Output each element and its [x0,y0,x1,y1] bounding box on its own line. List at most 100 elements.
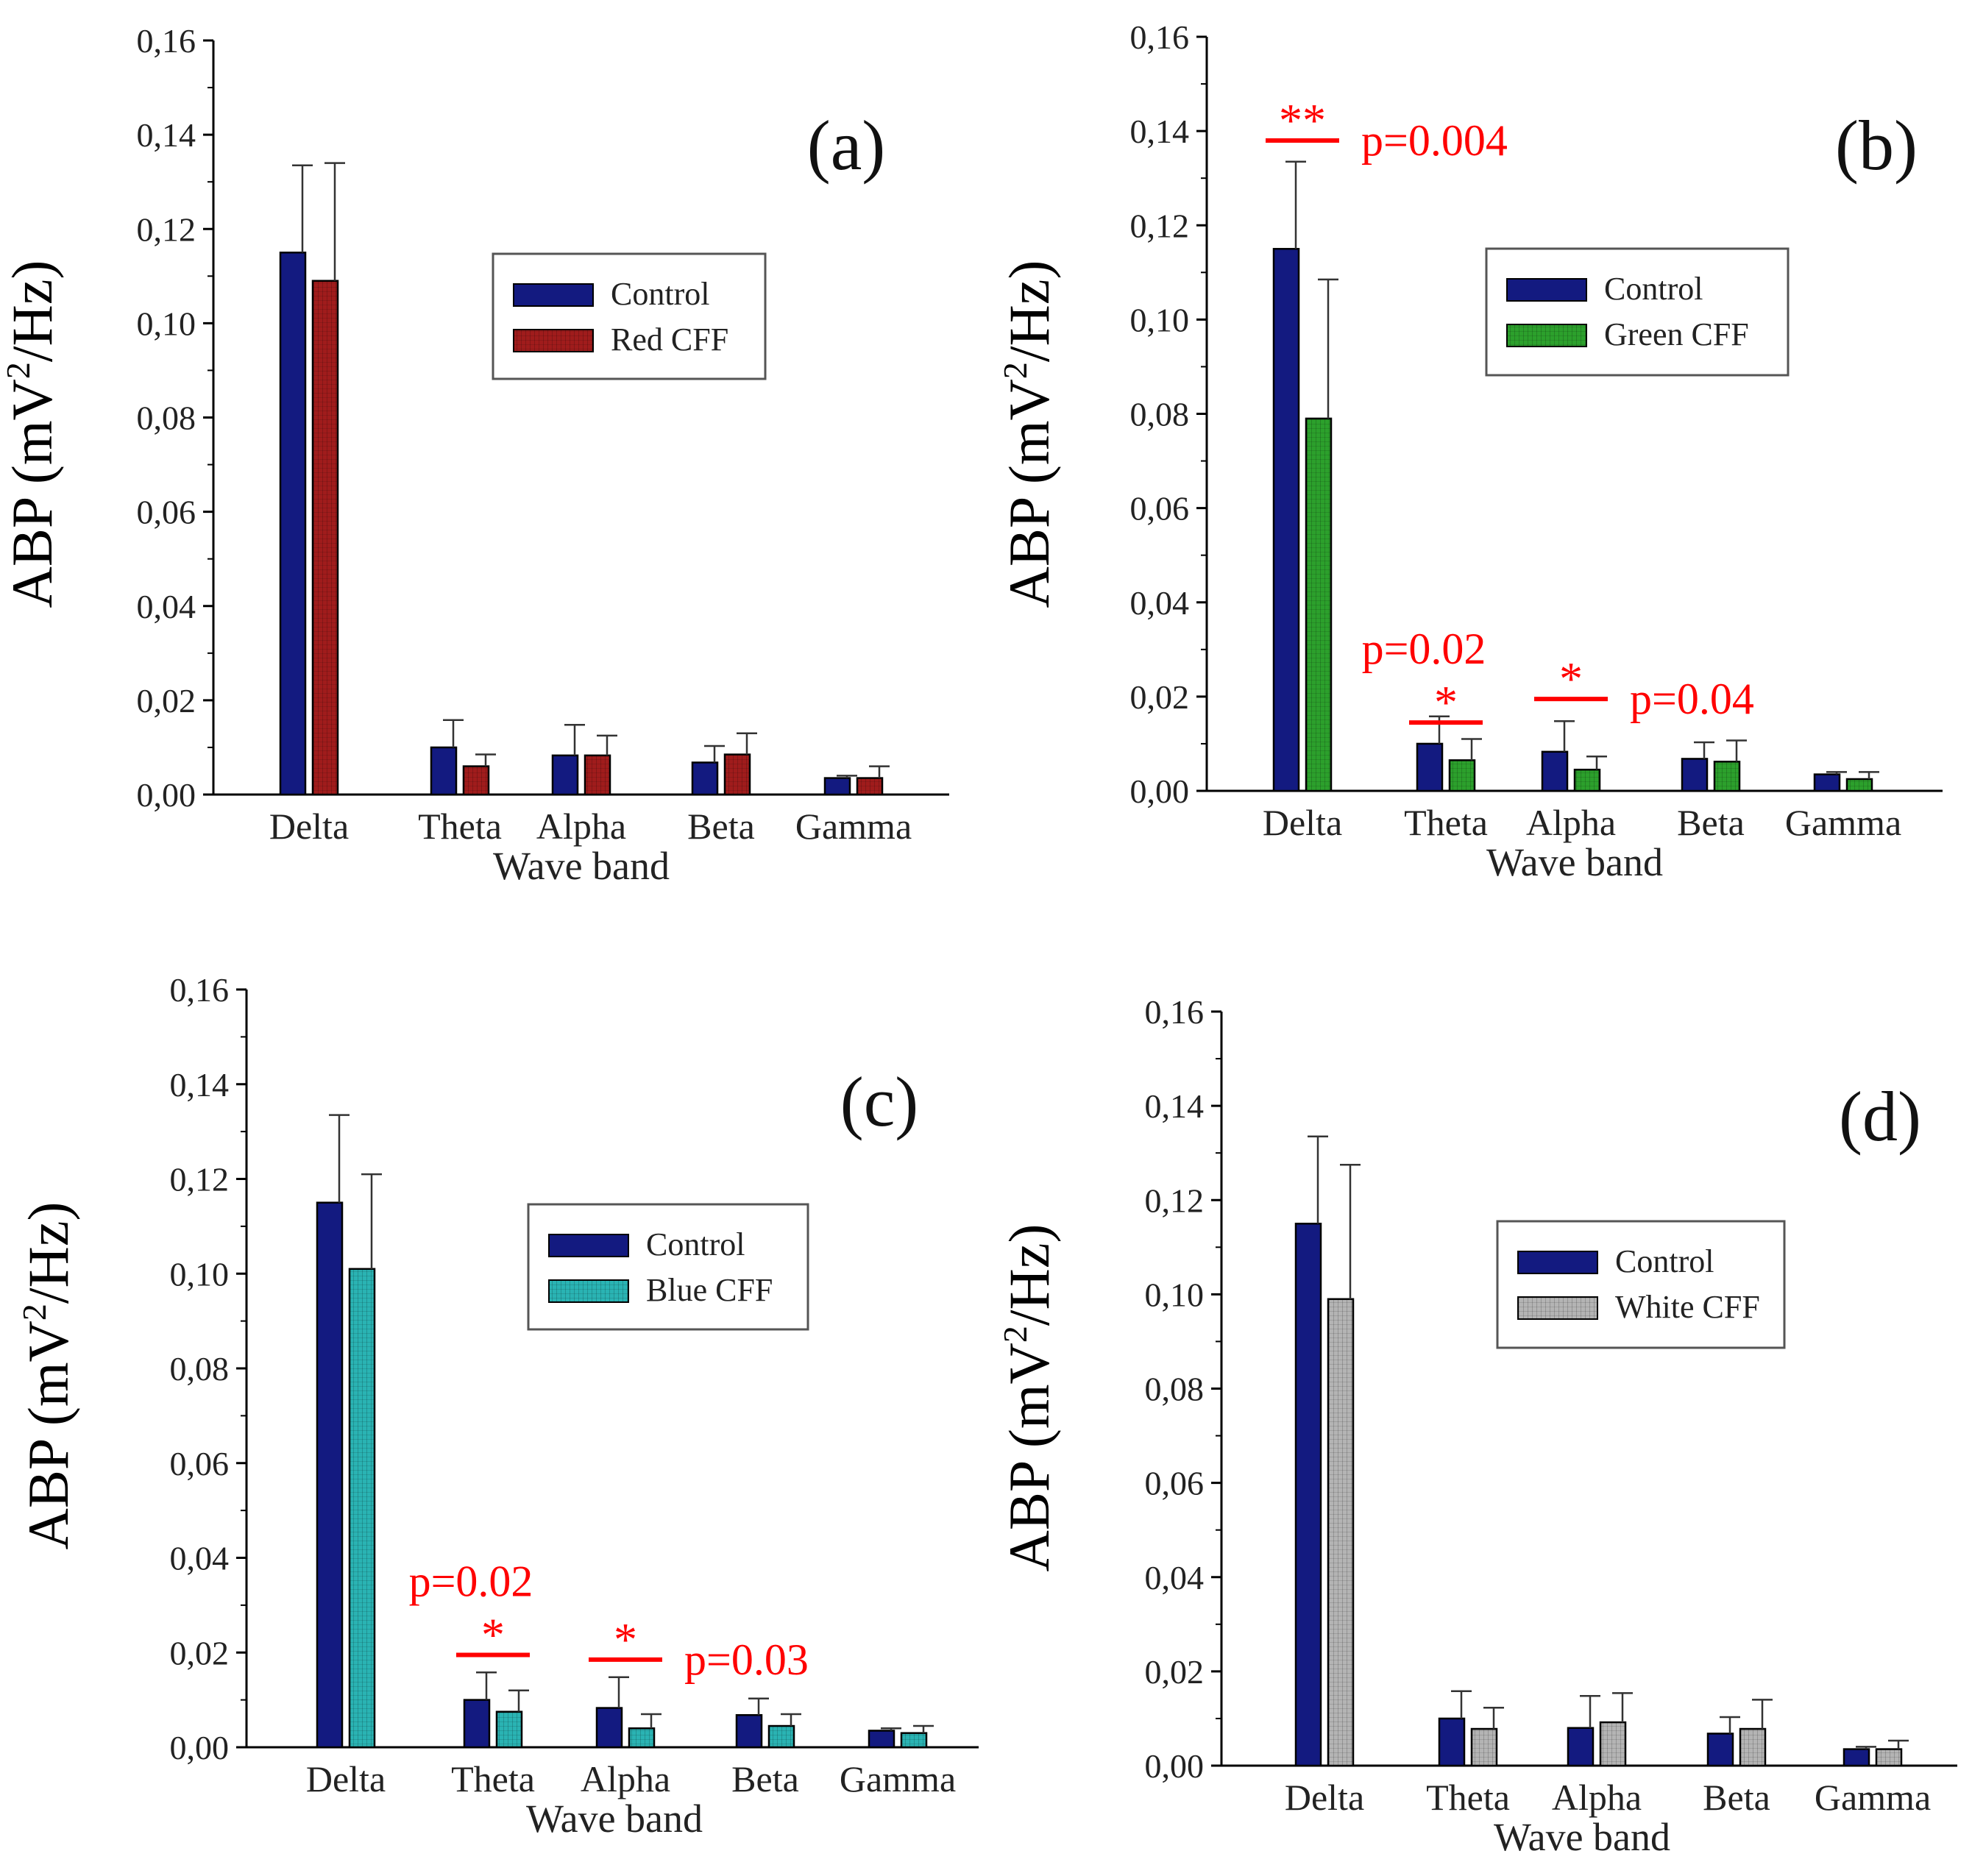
x-tick-label: Delta [269,806,349,847]
x-tick-label: Alpha [1526,802,1616,843]
bar-hatch [1740,1729,1765,1766]
legend-label: Control [1615,1243,1714,1279]
legend-box [492,252,767,380]
y-tick-label: 0,00 [1145,1747,1205,1785]
bar-control [1416,742,1444,792]
y-axis-label: ABP (mV2/Hz) [996,260,1061,608]
significance-stars: * [1559,653,1583,705]
bar-hatch [1306,418,1331,791]
bar-hatch [585,755,610,795]
bar-control [1681,758,1709,792]
bar-hatch [629,1728,654,1747]
bar-control [316,1201,344,1749]
chart-panel-a: 0,00 0,02 0,04 0,06 0,08 0,10 0,12 0,14 0,16 ABP … [0,22,949,888]
legend-swatch-hatch [1507,324,1586,347]
significance-stars: ** [1279,94,1326,146]
bar-hatch [350,1268,375,1747]
legend-box [1496,1220,1786,1349]
x-tick-label: Alpha [536,806,626,847]
bar-control [1706,1733,1734,1767]
y-tick-label: 0,12 [137,210,196,248]
legend-label: Control [1604,271,1703,307]
bar-control [1438,1717,1466,1767]
x-tick-label: Beta [1703,1777,1770,1818]
legend-swatch-hatch [514,330,593,352]
y-tick-label: 0,12 [1130,207,1190,244]
y-tick-label: 0,00 [137,776,196,814]
y-tick-label: 0,04 [1145,1559,1205,1596]
bar-hatch [1600,1722,1625,1766]
legend-swatch [1506,278,1587,302]
bar-control [1842,1748,1870,1767]
bar-hatch [857,778,882,795]
legend-swatch-hatch [549,1280,628,1302]
y-tick-label: 0,06 [137,494,196,531]
p-value-label: p=0.02 [409,1557,533,1605]
legend-swatch [513,283,594,307]
bar-control [691,761,719,796]
bar-control [595,1707,623,1749]
bar-hatch [1472,1729,1497,1766]
y-tick-label: 0,10 [1130,301,1190,338]
legend-box [1485,247,1790,377]
x-tick-label: Alpha [1552,1777,1642,1818]
bar-control [1813,773,1841,792]
y-tick-label: 0,16 [170,971,230,1009]
bar-hatch [1328,1298,1353,1766]
y-tick-label: 0,02 [170,1634,230,1671]
y-tick-label: 0,10 [137,305,196,342]
p-value-label: p=0.02 [1362,625,1486,673]
x-axis-label: Wave band [1494,1815,1670,1859]
bar-hatch [769,1726,794,1747]
legend-label: White CFF [1615,1289,1760,1325]
y-tick-label: 0,12 [170,1161,230,1198]
panel-label: (d) [1839,1077,1921,1156]
bar-hatch [464,766,489,795]
bar-control [430,746,458,796]
y-tick-label: 0,12 [1145,1182,1205,1219]
significance-stars: * [614,1613,637,1666]
significance-stars: * [1434,676,1458,728]
y-tick-label: 0,04 [1130,584,1190,622]
x-tick-label: Delta [1285,1777,1364,1818]
x-axis-label: Wave band [526,1797,703,1841]
y-tick-label: 0,08 [170,1350,230,1388]
p-value-label: p=0.004 [1361,116,1508,165]
x-axis-label: Wave band [493,844,670,888]
y-tick-label: 0,00 [170,1729,230,1766]
x-tick-label: Beta [1677,802,1745,843]
y-tick-label: 0,16 [137,22,196,60]
y-tick-label: 0,02 [1130,678,1190,716]
legend-swatch-hatch [1518,1297,1597,1319]
y-tick-label: 0,14 [1145,1087,1205,1125]
x-tick-label: Theta [1426,1777,1510,1818]
bar-hatch [313,280,338,795]
y-tick-label: 0,16 [1130,18,1190,56]
y-tick-label: 0,06 [1130,490,1190,527]
x-tick-label: Gamma [1815,1777,1931,1818]
y-tick-label: 0,14 [1130,113,1190,150]
panel-label: (a) [807,106,886,185]
chart-panel-d: 0,00 0,02 0,04 0,06 0,08 0,10 0,12 0,14 0,16 ABP … [996,993,1957,1859]
panel-label: (b) [1835,106,1918,185]
x-tick-label: Theta [451,1758,535,1799]
x-tick-label: Gamma [840,1758,956,1799]
y-tick-label: 0,16 [1145,993,1205,1031]
y-axis-label: ABP (mV2/Hz) [15,1202,80,1550]
y-tick-label: 0,06 [170,1445,230,1482]
y-tick-label: 0,00 [1130,772,1190,810]
x-tick-label: Alpha [581,1758,670,1799]
legend-label: Control [646,1226,745,1262]
bar-control [279,252,307,796]
bar-control [1567,1727,1595,1767]
y-tick-label: 0,06 [1145,1465,1205,1502]
y-tick-label: 0,10 [170,1255,230,1293]
bar-hatch [1847,778,1872,791]
bar-control [823,777,851,796]
y-tick-label: 0,14 [170,1066,230,1104]
bar-hatch [1450,760,1475,791]
legend-swatch [1517,1251,1598,1274]
y-tick-label: 0,02 [1145,1653,1205,1691]
y-axis-label: ABP (mV2/Hz) [996,1224,1061,1572]
